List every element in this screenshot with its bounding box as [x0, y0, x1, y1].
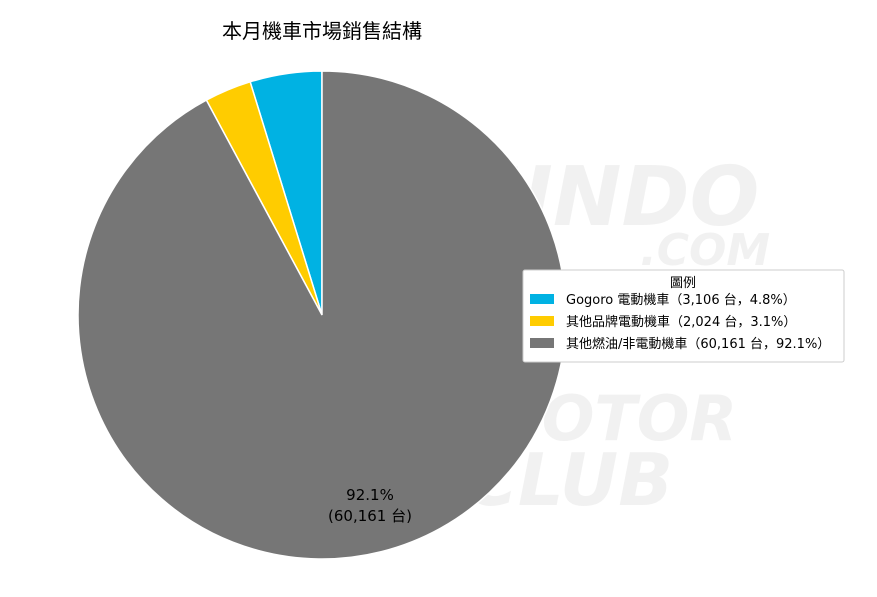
pie-slice-fuel: [77, 70, 567, 560]
pie-slices: [77, 70, 567, 560]
data-label-fuel-percent: 92.1%: [346, 486, 394, 504]
chart-title: 本月機車市場銷售結構: [222, 19, 422, 43]
legend: 圖例 Gogoro 電動機車（3,106 台，4.8%） 其他品牌電動機車（2,0…: [522, 269, 845, 363]
data-label-fuel-count: (60,161 台): [328, 507, 412, 525]
legend-item-other-brand: 其他品牌電動機車（2,024 台，3.1%）: [530, 314, 796, 330]
legend-item-fuel: 其他燃油/非電動機車（60,161 台，92.1%）: [530, 336, 830, 352]
legend-title: 圖例: [670, 276, 696, 291]
legend-label: 其他品牌電動機車（2,024 台，3.1%）: [566, 314, 796, 330]
legend-swatch: [530, 338, 554, 348]
watermark-line2: .COM: [640, 225, 770, 276]
legend-box: [522, 269, 845, 363]
legend-swatch: [530, 294, 554, 304]
legend-swatch: [530, 316, 554, 326]
legend-label: 其他燃油/非電動機車（60,161 台，92.1%）: [566, 336, 830, 352]
legend-label: Gogoro 電動機車（3,106 台，4.8%）: [566, 293, 796, 308]
legend-items: Gogoro 電動機車（3,106 台，4.8%） 其他品牌電動機車（2,024 …: [530, 293, 830, 352]
legend-item-gogoro: Gogoro 電動機車（3,106 台，4.8%）: [530, 293, 796, 308]
